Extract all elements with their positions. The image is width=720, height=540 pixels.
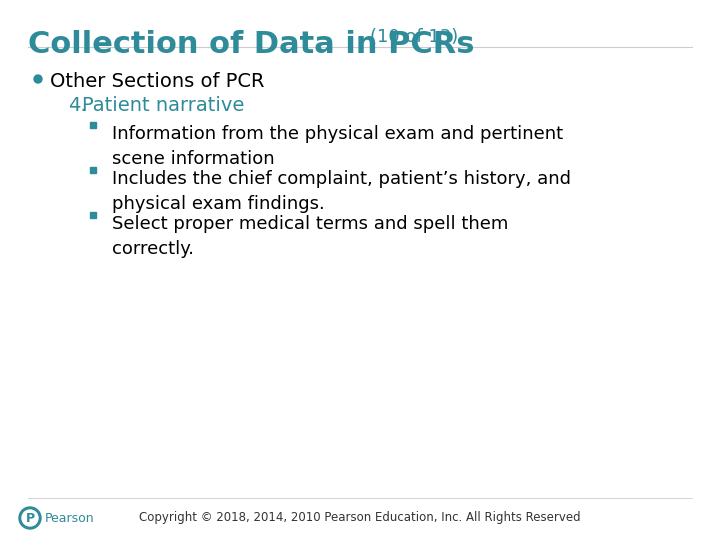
- Text: Information from the physical exam and pertinent
scene information: Information from the physical exam and p…: [112, 125, 563, 168]
- Text: Other Sections of PCR: Other Sections of PCR: [50, 72, 264, 91]
- Text: Collection of Data in PCRs: Collection of Data in PCRs: [28, 30, 474, 59]
- Text: 4.: 4.: [68, 96, 86, 115]
- Bar: [90, 122, 96, 128]
- Circle shape: [22, 510, 38, 526]
- Bar: [90, 167, 96, 173]
- Text: Patient narrative: Patient narrative: [82, 96, 244, 115]
- Text: Select proper medical terms and spell them
correctly.: Select proper medical terms and spell th…: [112, 215, 508, 258]
- Circle shape: [19, 507, 41, 529]
- Bar: [90, 212, 96, 218]
- Text: Pearson: Pearson: [45, 511, 94, 524]
- Text: Includes the chief complaint, patient’s history, and
physical exam findings.: Includes the chief complaint, patient’s …: [112, 170, 571, 213]
- Circle shape: [34, 75, 42, 83]
- Text: Copyright © 2018, 2014, 2010 Pearson Education, Inc. All Rights Reserved: Copyright © 2018, 2014, 2010 Pearson Edu…: [139, 511, 581, 524]
- Text: (10 of 13): (10 of 13): [370, 28, 458, 46]
- Text: P: P: [25, 511, 35, 524]
